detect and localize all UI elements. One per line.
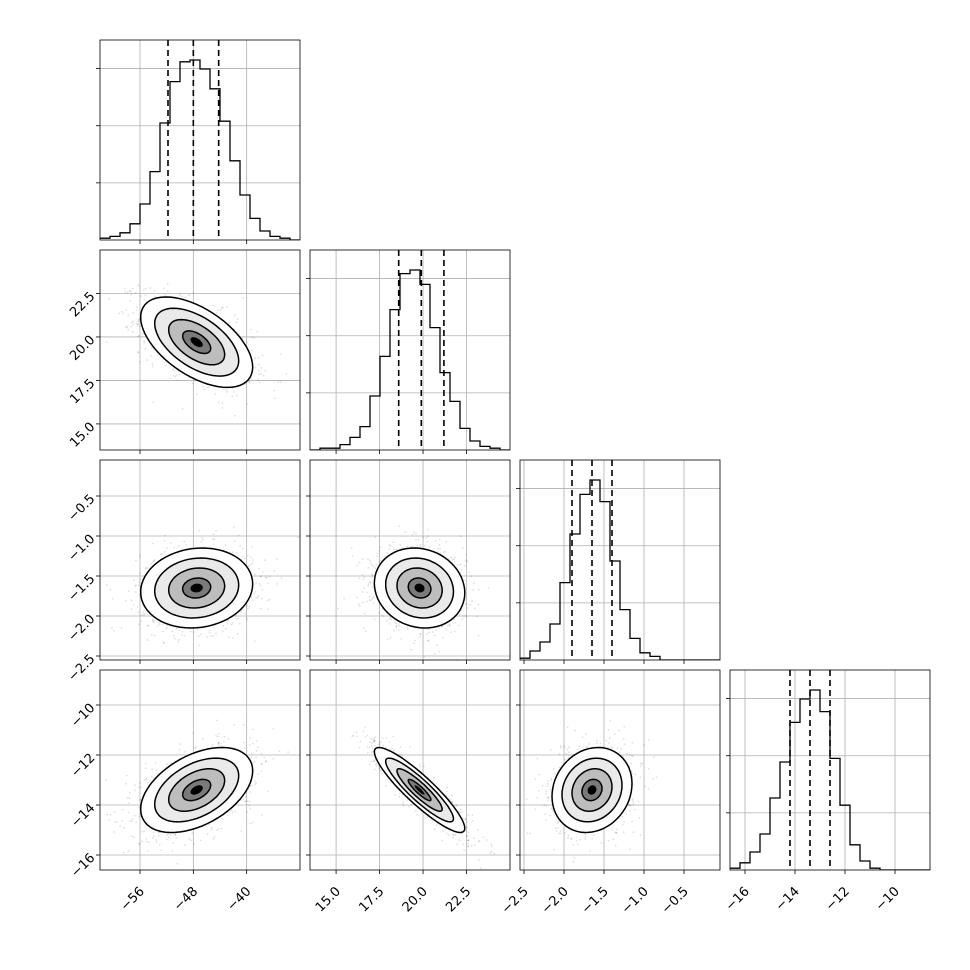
contour-line: [153, 307, 240, 377]
x-tick-label: −56: [118, 884, 148, 914]
x-tick-label: −10: [873, 884, 903, 914]
contour-line: [153, 757, 240, 823]
histogram-step: [100, 59, 300, 240]
panel-border: [99, 249, 301, 451]
contour-line: [551, 746, 633, 834]
panel-border: [729, 669, 931, 871]
density-core: [190, 583, 203, 593]
contour-line: [373, 547, 466, 629]
density-core: [414, 785, 425, 795]
y-tick-label: −12: [68, 751, 98, 781]
panel-border: [309, 669, 511, 871]
y-tick-label: −16: [68, 851, 98, 881]
density-core: [587, 785, 597, 795]
contour-line: [167, 318, 226, 366]
density-panel-4-3: −2.5 −2.0 −1.5 −1.0 −0.5: [499, 669, 721, 917]
contour-line: [181, 778, 212, 802]
y-tick-label: −1.0: [65, 532, 98, 565]
density-panel-3-2: [306, 459, 511, 664]
contour-line: [571, 768, 613, 812]
contour-line: [181, 330, 212, 355]
histogram-panel-3: [516, 459, 721, 664]
density-panel-4-2: 15.0 17.5 20.0 22.5: [306, 669, 511, 915]
x-tick-label: −14: [773, 884, 803, 914]
x-tick-label: 17.5: [356, 884, 387, 915]
contour-line: [139, 296, 254, 389]
histogram-step: [310, 269, 510, 450]
x-tick-label: −2.0: [539, 884, 572, 917]
density-panel-3-1: −2.5 −2.0 −1.5 −1.0 −0.5: [65, 459, 301, 685]
y-tick-label: −2.5: [65, 652, 98, 685]
x-tick-label: 22.5: [443, 884, 474, 915]
panel-border: [99, 669, 301, 871]
contour-line: [181, 577, 212, 599]
histogram-step: [520, 479, 720, 660]
density-core: [190, 337, 203, 348]
histogram-panel-2: [306, 249, 511, 454]
contour-line: [384, 557, 455, 619]
contour-line: [396, 567, 443, 609]
contour-line: [407, 577, 432, 599]
contour-line: [407, 778, 432, 802]
y-tick-label: −1.5: [65, 572, 98, 605]
contour-line: [139, 547, 254, 629]
x-tick-label: −2.5: [499, 884, 532, 917]
histogram-step: [730, 689, 930, 870]
x-tick-label: −40: [224, 884, 254, 914]
x-tick-label: −48: [171, 884, 201, 914]
y-tick-label: −14: [68, 801, 98, 831]
x-tick-label: −0.5: [659, 884, 692, 917]
panel-border: [99, 459, 301, 661]
x-tick-label: −1.0: [619, 884, 652, 917]
panel-border: [519, 669, 721, 871]
contour-line: [139, 746, 254, 834]
density-panel-2-1: 15.0 17.5 20.0 22.5: [67, 249, 301, 454]
contour-line: [167, 768, 226, 812]
x-tick-label: 20.0: [400, 884, 431, 915]
x-tick-label: 15.0: [313, 884, 344, 915]
y-tick-label: 22.5: [67, 289, 98, 320]
y-tick-label: −10: [68, 701, 98, 731]
y-tick-label: 15.0: [67, 420, 98, 451]
panel-border: [99, 39, 301, 241]
panel-border: [309, 249, 511, 451]
histogram-panel-1: [96, 39, 301, 244]
histogram-panel-4: −16 −14 −12 −10: [723, 669, 931, 914]
contour-line: [373, 746, 466, 834]
x-tick-label: −12: [823, 884, 853, 914]
contour-line: [561, 757, 623, 823]
y-tick-label: −0.5: [65, 492, 98, 525]
contour-line: [167, 567, 226, 609]
x-tick-label: −1.5: [579, 884, 612, 917]
y-tick-label: −2.0: [65, 612, 98, 645]
contour-line: [396, 768, 443, 812]
y-tick-label: 17.5: [67, 376, 98, 407]
density-panel-4-1: −56 −48 −40 −16 −14 −12 −10: [68, 669, 301, 914]
contour-line: [384, 757, 455, 823]
x-tick-label: −16: [723, 884, 753, 914]
contour-line: [153, 557, 240, 619]
panel-border: [309, 459, 511, 661]
contour-line: [581, 778, 603, 802]
density-core: [190, 785, 203, 795]
y-tick-label: 20.0: [67, 333, 98, 364]
panel-border: [519, 459, 721, 661]
density-core: [414, 583, 425, 593]
